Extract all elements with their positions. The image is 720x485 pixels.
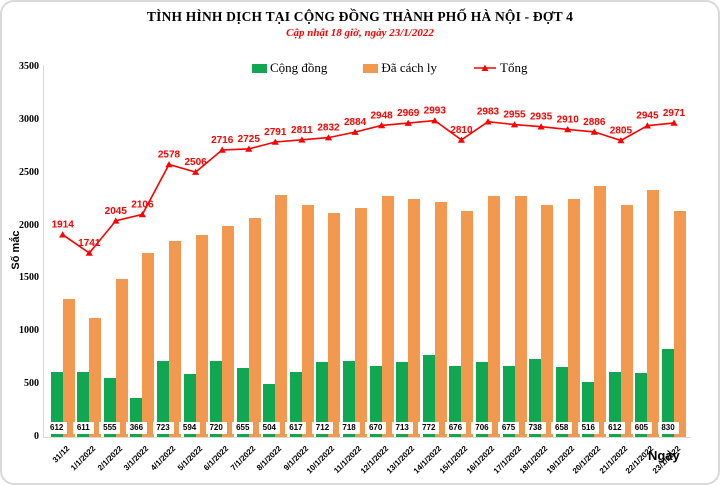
bar-value-label: 658: [551, 422, 573, 434]
bar-da-cach-ly: [301, 205, 314, 437]
bar-cong-dong: [157, 360, 169, 437]
y-tick-label: 500: [24, 378, 39, 390]
bar-cong-dong: [316, 361, 329, 437]
bar-da-cach-ly: [195, 234, 208, 437]
bar-value-label: 720: [205, 422, 227, 434]
bar-cong-dong: [50, 372, 63, 437]
bar-da-cach-ly: [594, 186, 607, 437]
y-axis-line: [43, 65, 44, 437]
chart-title: TÌNH HÌNH DỊCH TẠI CỘNG ĐỒNG THÀNH PHỐ H…: [146, 9, 574, 24]
legend-item-da-cach-ly: Đã cách ly: [363, 60, 437, 76]
legend-item-cong-dong: Cộng đồng: [252, 60, 327, 76]
red-line-marker-icon: [474, 64, 497, 71]
bar-da-cach-ly: [89, 317, 102, 437]
bar-cong-dong: [289, 371, 302, 437]
bar-cong-dong: [608, 372, 621, 437]
bar-da-cach-ly: [142, 253, 155, 437]
bar-value-label: 612: [604, 422, 626, 434]
bar-cong-dong: [343, 361, 356, 437]
green-bar-swatch-icon: [252, 63, 267, 73]
orange-bar-swatch-icon: [363, 63, 379, 73]
bar-value-label: 675: [498, 422, 520, 434]
bar-value-label: 713: [391, 422, 413, 434]
bar-cong-dong: [396, 361, 409, 437]
legend-label-da-cach-ly: Đã cách ly: [381, 60, 438, 75]
bar-cong-dong: [77, 372, 90, 437]
bar-da-cach-ly: [355, 208, 368, 437]
bar-value-label: 676: [444, 422, 466, 434]
bar-cong-dong: [635, 373, 648, 437]
bar-value-label: 706: [471, 422, 493, 434]
bar-value-label: 611: [72, 422, 94, 434]
legend: Cộng đồng Đã cách ly Tổng: [252, 60, 527, 76]
bar-cong-dong: [236, 367, 249, 437]
bar-da-cach-ly: [461, 211, 474, 437]
bar-value-label: 670: [365, 422, 387, 434]
legend-label-cong-dong: Cộng đồng: [270, 60, 328, 75]
bar-value-label: 555: [99, 422, 121, 434]
bar-cong-dong: [449, 365, 462, 437]
bar-da-cach-ly: [647, 189, 660, 437]
bar-da-cach-ly: [328, 212, 341, 437]
bar-cong-dong: [210, 360, 223, 437]
bar-value-label: 366: [125, 422, 147, 434]
y-tick-label: 2000: [19, 219, 39, 231]
x-axis-title: Ngày: [648, 448, 680, 463]
bar-value-label: 655: [232, 422, 254, 434]
bar-value-label: 605: [630, 422, 652, 434]
bar-cong-dong: [662, 349, 675, 437]
bar-da-cach-ly: [381, 196, 394, 437]
y-tick-label: 3000: [19, 113, 39, 125]
bar-da-cach-ly: [248, 218, 261, 437]
x-axis-line: [43, 437, 691, 438]
bar-da-cach-ly: [169, 240, 181, 437]
bar-value-label: 617: [285, 422, 307, 434]
bar-da-cach-ly: [620, 205, 633, 437]
bar-value-label: 712: [311, 422, 333, 434]
bar-value-label: 718: [338, 422, 360, 434]
bar-da-cach-ly: [275, 195, 288, 437]
y-tick-label: 2500: [19, 166, 39, 178]
bar-cong-dong: [555, 367, 568, 437]
bar-da-cach-ly: [408, 198, 421, 437]
bar-da-cach-ly: [514, 195, 527, 437]
bar-value-label: 504: [258, 422, 280, 434]
bar-da-cach-ly: [115, 279, 128, 437]
bar-cong-dong: [475, 362, 488, 437]
bar-value-label: 738: [524, 422, 546, 434]
bar-da-cach-ly: [222, 225, 235, 437]
bar-cong-dong: [183, 374, 196, 437]
bar-value-label: 594: [179, 422, 201, 434]
legend-label-tong: Tổng: [500, 60, 528, 75]
bar-value-label: 612: [46, 422, 68, 434]
y-tick-label: 3500: [19, 61, 39, 72]
bar-cong-dong: [422, 355, 435, 437]
bar-cong-dong: [502, 365, 515, 437]
bar-da-cach-ly: [434, 202, 447, 437]
bar-cong-dong: [369, 366, 382, 437]
y-tick-label: 1000: [19, 325, 39, 337]
bar-value-label: 516: [577, 422, 599, 434]
bar-value-label: 830: [657, 422, 679, 434]
legend-item-tong: Tổng: [473, 60, 527, 76]
y-tick-label: 0: [34, 431, 39, 442]
chart-subtitle: Cập nhật 18 giờ, ngày 23/1/2022: [286, 27, 434, 39]
bar-cong-dong: [529, 358, 542, 437]
bar-da-cach-ly: [487, 196, 500, 437]
y-tick-label: 1500: [19, 272, 39, 284]
bar-da-cach-ly: [674, 210, 687, 437]
bar-da-cach-ly: [541, 204, 554, 437]
bar-da-cach-ly: [62, 299, 75, 437]
bar-da-cach-ly: [567, 198, 580, 437]
bar-value-label: 772: [418, 422, 440, 434]
bar-value-label: 723: [152, 422, 174, 434]
